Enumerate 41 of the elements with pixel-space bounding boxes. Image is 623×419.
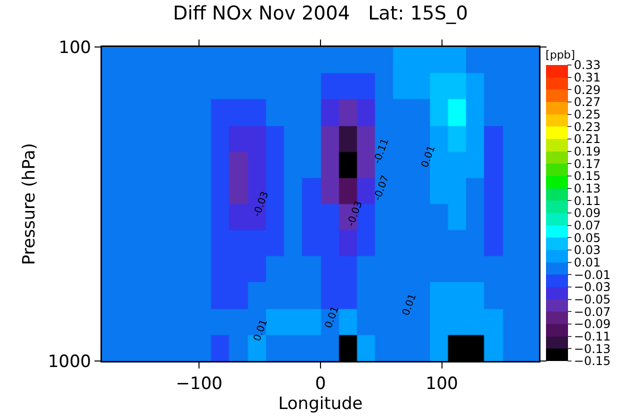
annotation: -0.07 [372, 174, 392, 202]
color-bar-label: 0.05 [574, 230, 601, 245]
color-bar-label: 0.19 [574, 144, 601, 159]
color-bar-label: −0.03 [574, 280, 611, 294]
annotation: 0.01 [323, 305, 342, 330]
annotation: 0.01 [252, 318, 270, 343]
x-tick-label: 100 [426, 374, 458, 394]
x-axis-title: Longitude [278, 394, 363, 414]
color-bar-label: 0.33 [574, 58, 601, 72]
color-bar-label: 0.03 [574, 243, 601, 258]
x-tick-label: −100 [176, 374, 222, 394]
color-bar-label: −0.13 [574, 342, 611, 356]
color-bar-title: [ppb] [546, 48, 576, 62]
color-bar-label: −0.15 [574, 354, 611, 368]
annotation: -0.11 [372, 137, 392, 166]
color-bar-label: 0.25 [574, 108, 601, 122]
annotation: -0.03 [346, 200, 365, 228]
color-bar-label: 0.21 [574, 132, 601, 146]
color-bar-label: −0.05 [574, 292, 611, 307]
color-bar-label: 0.13 [574, 182, 601, 196]
color-bar-label: 0.17 [574, 156, 601, 171]
color-bar-label: 0.31 [574, 70, 601, 85]
color-bar-label: 0.07 [574, 218, 601, 233]
color-bar-label: 0.23 [574, 120, 601, 134]
y-tick-label: 1000 [48, 352, 92, 372]
color-bar-label: −0.09 [574, 317, 611, 332]
annotation: -0.03 [252, 190, 272, 218]
color-bar-label: 0.15 [574, 169, 601, 184]
color-bar-label: −0.07 [574, 304, 611, 319]
color-bar-label: 0.01 [574, 256, 601, 270]
color-bar-label: 0.27 [574, 95, 601, 110]
annotation: 0.01 [420, 144, 438, 170]
color-bar-label: −0.11 [574, 330, 611, 344]
color-bar-label: 0.29 [574, 82, 601, 97]
annotation: 0.01 [400, 292, 419, 318]
chart-title: Diff NOx Nov 2004 Lat: 15S_0 [172, 2, 468, 25]
color-bar-label: 0.09 [574, 206, 601, 220]
color-bar-label: −0.01 [574, 268, 611, 282]
color-bar-label: 0.11 [574, 194, 601, 208]
x-tick-label: 0 [315, 374, 326, 394]
y-axis-title: Pressure (hPa) [20, 143, 40, 265]
